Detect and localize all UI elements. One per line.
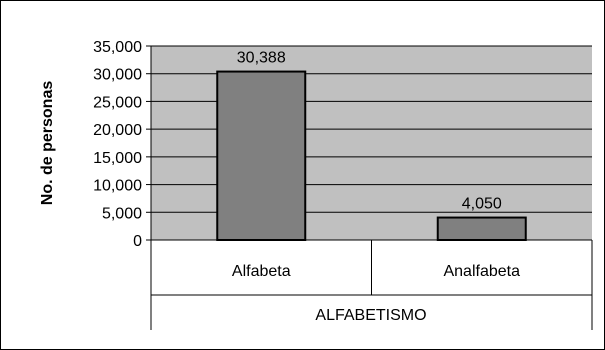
data-label: 4,050 xyxy=(462,196,502,213)
y-tick-label: 5,000 xyxy=(102,205,142,222)
data-label: 30,388 xyxy=(237,50,286,67)
y-axis-ticks: 0 5,000 10,000 15,000 20,000 25,000 30,000 35,0… xyxy=(93,39,152,250)
data-labels: 30,388 4,050 xyxy=(237,50,502,213)
x-axis-title: ALFABETISMO xyxy=(315,307,426,324)
y-tick-label: 20,000 xyxy=(93,122,142,139)
bars xyxy=(216,70,527,241)
x-axis: Alfabeta Analfabeta xyxy=(150,239,593,330)
y-axis-title: No. de personas xyxy=(39,81,56,206)
bar xyxy=(216,70,307,241)
y-tick-label: 35,000 xyxy=(93,39,142,56)
y-tick-label: 15,000 xyxy=(93,150,142,167)
y-tick-label: 10,000 xyxy=(93,178,142,195)
y-tick-label: 30,000 xyxy=(93,67,142,84)
bar xyxy=(436,216,527,241)
y-tick-label: 25,000 xyxy=(93,94,142,111)
x-tick-label: Alfabeta xyxy=(232,263,291,280)
y-tick-label: 0 xyxy=(133,233,142,250)
x-tick-label: Analfabeta xyxy=(443,263,520,280)
